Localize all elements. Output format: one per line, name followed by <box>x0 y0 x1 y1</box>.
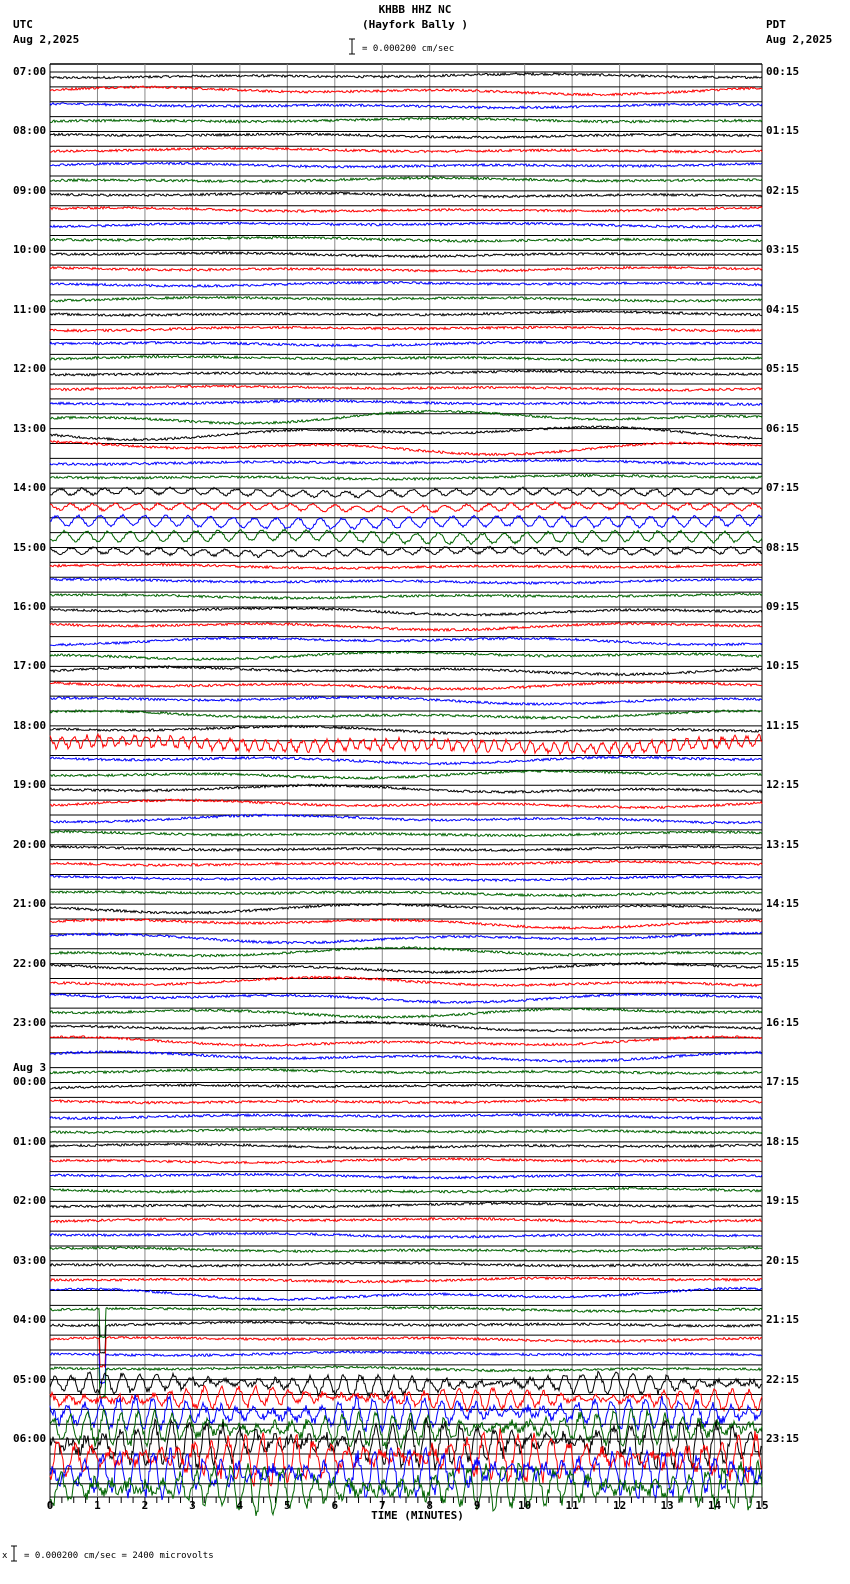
left-hour-label: 11:00 <box>13 302 47 316</box>
right-hour-label: 19:15 <box>766 1194 800 1208</box>
x-tick-label: 5 <box>284 1499 291 1512</box>
x-tick-label: 7 <box>378 1499 386 1512</box>
footer-scale-text: = 0.000200 cm/sec = 2400 microvolts <box>24 1551 214 1561</box>
left-hour-label: 08:00 <box>13 124 47 138</box>
left-hour-label: 22:00 <box>13 956 47 970</box>
right-hour-label: 20:15 <box>766 1253 800 1267</box>
right-hour-label: 14:15 <box>766 897 800 911</box>
x-tick-label: 3 <box>189 1499 196 1512</box>
scale-text: = 0.000200 cm/sec <box>362 44 455 54</box>
right-hour-label: 05:15 <box>766 362 800 376</box>
right-hour-label: 21:15 <box>766 1313 800 1327</box>
x-axis-label: TIME (MINUTES) <box>371 1509 464 1522</box>
left-hour-label: 17:00 <box>13 659 47 673</box>
left-hour-label: 14:00 <box>13 481 47 495</box>
left-hour-label: 02:00 <box>13 1194 47 1208</box>
x-tick-label: 14 <box>707 1499 722 1512</box>
right-hour-label: 11:15 <box>766 718 800 732</box>
right-hour-label: 18:15 <box>766 1134 800 1148</box>
right-hour-label: 03:15 <box>766 243 800 257</box>
x-tick-label: 10 <box>518 1499 532 1512</box>
right-hour-label: 07:15 <box>766 481 800 495</box>
right-hour-label: 04:15 <box>766 302 800 316</box>
left-date-change-label: Aug 3 <box>13 1061 47 1075</box>
left-hour-label: 06:00 <box>13 1432 47 1446</box>
left-hour-label: 23:00 <box>13 1016 47 1030</box>
left-hour-label: 18:00 <box>13 718 47 732</box>
left-date: Aug 2,2025 <box>13 33 80 46</box>
right-date: Aug 2,2025 <box>766 33 833 46</box>
x-tick-label: 1 <box>94 1499 101 1512</box>
right-hour-label: 23:15 <box>766 1432 800 1446</box>
left-hour-label: 03:00 <box>13 1253 47 1267</box>
right-hour-label: 08:15 <box>766 540 800 554</box>
left-hour-label: 12:00 <box>13 362 47 376</box>
footer-scale-prefix: x <box>2 1551 8 1561</box>
x-tick-label: 8 <box>426 1499 434 1512</box>
left-hour-label: 19:00 <box>13 778 47 792</box>
right-hour-label: 15:15 <box>766 956 800 970</box>
x-tick-label: 9 <box>473 1499 481 1512</box>
left-hour-label: 01:00 <box>13 1134 47 1148</box>
left-hour-label: 13:00 <box>13 421 47 435</box>
x-tick-label: 12 <box>612 1499 627 1512</box>
right-hour-label: 22:15 <box>766 1372 800 1386</box>
x-tick-label: 15 <box>755 1499 769 1512</box>
left-hour-label: 00:00 <box>13 1075 47 1089</box>
left-hour-label: 21:00 <box>13 897 47 911</box>
left-hour-label: 04:00 <box>13 1313 47 1327</box>
station-title: KHBB HHZ NC <box>378 3 452 16</box>
right-hour-label: 09:15 <box>766 599 800 613</box>
left-hour-label: 07:00 <box>13 65 47 78</box>
left-hour-label: 09:00 <box>13 183 47 197</box>
station-location: (Hayfork Bally ) <box>362 18 468 31</box>
scale-bar-icon <box>349 38 355 55</box>
left-hour-label: 05:00 <box>13 1372 47 1386</box>
left-hour-label: 15:00 <box>13 540 47 554</box>
x-tick-label: 6 <box>331 1499 339 1512</box>
footer-scale-bar-icon <box>11 1545 17 1562</box>
right-hour-label: 13:15 <box>766 837 800 851</box>
right-hour-label: 10:15 <box>766 659 800 673</box>
x-tick-label: 11 <box>565 1499 579 1512</box>
left-hour-label: 20:00 <box>13 837 47 851</box>
right-hour-label: 12:15 <box>766 778 800 792</box>
left-hour-label: 10:00 <box>13 243 47 257</box>
left-hour-label: 16:00 <box>13 599 47 613</box>
x-tick-label: 0 <box>46 1499 54 1512</box>
x-tick-label: 4 <box>236 1499 244 1512</box>
right-hour-label: 02:15 <box>766 183 800 197</box>
x-tick-label: 13 <box>660 1499 674 1512</box>
right-hour-label: 00:15 <box>766 65 800 78</box>
right-hour-label: 01:15 <box>766 124 800 138</box>
right-hour-label: 16:15 <box>766 1016 800 1030</box>
right-hour-label: 06:15 <box>766 421 800 435</box>
right-timezone: PDT <box>766 18 786 31</box>
right-hour-label: 17:15 <box>766 1075 800 1089</box>
left-timezone: UTC <box>13 18 33 31</box>
x-tick-label: 2 <box>141 1499 149 1512</box>
